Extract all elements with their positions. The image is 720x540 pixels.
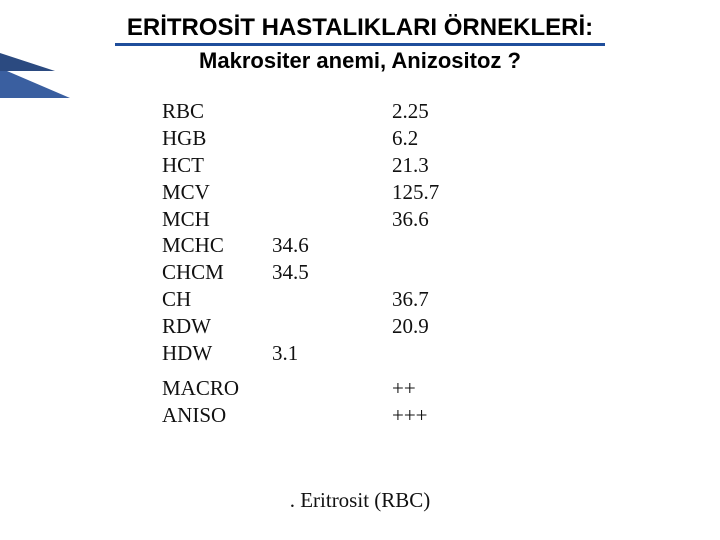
row-right: 36.6 — [392, 206, 512, 233]
row-mid — [272, 125, 392, 152]
row-label: HDW — [162, 340, 272, 367]
lab-values-table: RBC 2.25 HGB 6.2 HCT 21.3 MCV 125.7 MCH … — [162, 98, 562, 429]
flag-row: MACRO ++ — [162, 375, 562, 402]
row-label: RDW — [162, 313, 272, 340]
row-label: CHCM — [162, 259, 272, 286]
page-subtitle: Makrositer anemi, Anizositoz ? — [0, 48, 720, 74]
table-row: MCHC 34.6 — [162, 232, 562, 259]
row-right — [392, 232, 512, 259]
row-right: 6.2 — [392, 125, 512, 152]
table-row: HDW 3.1 — [162, 340, 562, 367]
row-right: 36.7 — [392, 286, 512, 313]
row-mid — [272, 375, 392, 402]
row-label: ANISO — [162, 402, 272, 429]
row-label: MCHC — [162, 232, 272, 259]
row-mid: 34.6 — [272, 232, 392, 259]
table-row: MCH 36.6 — [162, 206, 562, 233]
row-label: HGB — [162, 125, 272, 152]
row-mid — [272, 206, 392, 233]
row-right: +++ — [392, 402, 512, 429]
row-mid — [272, 152, 392, 179]
row-mid: 34.5 — [272, 259, 392, 286]
row-label: MACRO — [162, 375, 272, 402]
section-gap — [162, 367, 562, 375]
table-row: RDW 20.9 — [162, 313, 562, 340]
table-row: RBC 2.25 — [162, 98, 562, 125]
page-title: ERİTROSİT HASTALIKLARI ÖRNEKLERİ: — [127, 14, 593, 42]
row-mid — [272, 179, 392, 206]
row-right: 125.7 — [392, 179, 512, 206]
table-row: CH 36.7 — [162, 286, 562, 313]
row-right: 20.9 — [392, 313, 512, 340]
row-mid — [272, 313, 392, 340]
flag-row: ANISO +++ — [162, 402, 562, 429]
row-right: 21.3 — [392, 152, 512, 179]
row-mid — [272, 402, 392, 429]
table-row: HGB 6.2 — [162, 125, 562, 152]
row-right: ++ — [392, 375, 512, 402]
row-mid — [272, 98, 392, 125]
row-right — [392, 259, 512, 286]
figure-caption: . Eritrosit (RBC) — [0, 488, 720, 513]
table-row: HCT 21.3 — [162, 152, 562, 179]
table-row: MCV 125.7 — [162, 179, 562, 206]
title-underline — [115, 43, 605, 46]
row-right: 2.25 — [392, 98, 512, 125]
row-right — [392, 340, 512, 367]
row-label: RBC — [162, 98, 272, 125]
row-label: MCH — [162, 206, 272, 233]
row-label: CH — [162, 286, 272, 313]
row-mid — [272, 286, 392, 313]
title-block: ERİTROSİT HASTALIKLARI ÖRNEKLERİ: Makros… — [0, 14, 720, 74]
table-row: CHCM 34.5 — [162, 259, 562, 286]
row-mid: 3.1 — [272, 340, 392, 367]
row-label: MCV — [162, 179, 272, 206]
corner-accent — [0, 68, 70, 98]
row-label: HCT — [162, 152, 272, 179]
